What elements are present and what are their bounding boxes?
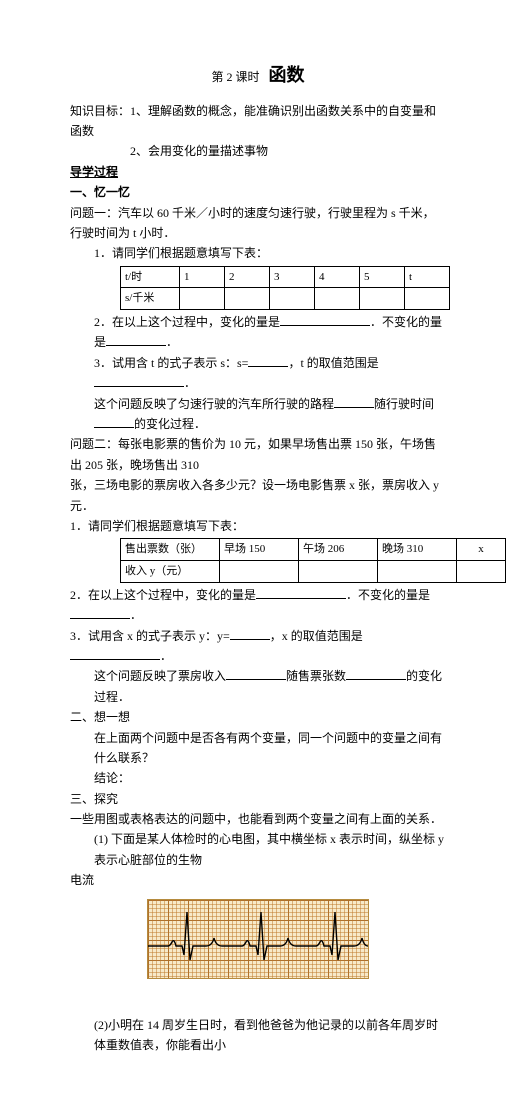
- table-row: 收入 y（元）: [121, 561, 506, 583]
- q1-p3b: ，t 的取值范围是: [288, 356, 378, 370]
- q1-p2c: ．: [166, 335, 178, 349]
- blank: [70, 647, 160, 660]
- q2-p4b: 随售票张数: [286, 669, 346, 683]
- goals-label: 知识目标：: [70, 104, 130, 118]
- page-title: 函数: [269, 65, 305, 85]
- recall-heading: 一、忆一忆: [70, 182, 446, 202]
- explore-line1: 一些用图或表格表达的问题中，也能看到两个变量之间有上面的关系．: [70, 809, 446, 829]
- cell: t/时: [121, 266, 180, 288]
- cell: [299, 561, 378, 583]
- cell: 4: [315, 266, 360, 288]
- explore-item2: (2)小明在 14 周岁生日时，看到他爸爸为他记录的以前各年周岁时体重数值表，你…: [70, 1015, 446, 1056]
- cell: [457, 561, 506, 583]
- cell: 午场 206: [299, 539, 378, 561]
- cell: s/千米: [121, 288, 180, 310]
- blank: [280, 313, 370, 326]
- think-heading: 二、想一想: [70, 707, 446, 727]
- table-row: t/时 1 2 3 4 5 t: [121, 266, 450, 288]
- cell: 晚场 310: [378, 539, 457, 561]
- cell: [360, 288, 405, 310]
- cell: [220, 561, 299, 583]
- cell: [225, 288, 270, 310]
- explore-item1b: 电流: [70, 870, 446, 890]
- q2-stem1: 问题二：每张电影票的售价为 10 元，如果早场售出票 150 张，午场售出 20…: [70, 434, 446, 475]
- q2-p3a: 3．试用含 x 的式子表示 y：y=: [70, 629, 230, 643]
- cell: 售出票数（张）: [121, 539, 220, 561]
- q2-stem2: 张，三场电影的票房收入各多少元？设一场电影售票 x 张，票房收入 y 元．: [70, 475, 446, 516]
- q2-p4a: 这个问题反映了票房收入: [94, 669, 226, 683]
- cell: [180, 288, 225, 310]
- blank: [346, 667, 406, 680]
- cell: t: [405, 266, 450, 288]
- cell: [378, 561, 457, 583]
- q1-p4c: 的变化过程．: [134, 417, 206, 431]
- cell: x: [457, 539, 506, 561]
- q2-table: 售出票数（张） 早场 150 午场 206 晚场 310 x 收入 y（元）: [120, 538, 506, 582]
- q2-p3c: ．: [160, 649, 172, 663]
- q1-p2a: 2．在以上这个过程中，变化的量是: [94, 315, 280, 329]
- q1-p3c: ．: [184, 376, 196, 390]
- cell: 早场 150: [220, 539, 299, 561]
- blank: [256, 586, 346, 599]
- q2-p3b: ，x 的取值范围是: [270, 629, 363, 643]
- q1-p4b: 随行驶时间: [374, 397, 434, 411]
- table-row: 售出票数（张） 早场 150 午场 206 晚场 310 x: [121, 539, 506, 561]
- think-line1: 在上面两个问题中是否各有两个变量，同一个问题中的变量之间有什么联系？: [70, 728, 446, 769]
- lesson-number: 第 2 课时: [211, 70, 259, 84]
- q1-p3a: 3．试用含 t 的式子表示 s：s=: [94, 356, 248, 370]
- blank: [226, 667, 286, 680]
- blank: [334, 395, 374, 408]
- goal-2: 2、会用变化的量描述事物: [70, 141, 446, 161]
- cell: [405, 288, 450, 310]
- cell: 2: [225, 266, 270, 288]
- cell: [315, 288, 360, 310]
- cell: [270, 288, 315, 310]
- explore-heading: 三、探究: [70, 789, 446, 809]
- blank: [106, 333, 166, 346]
- q2-p2a: 2．在以上这个过程中，变化的量是: [70, 588, 256, 602]
- process-heading: 导学过程: [70, 162, 446, 182]
- q2-p2c: ．: [130, 608, 142, 622]
- cell: 3: [270, 266, 315, 288]
- explore-item1a: (1) 下面是某人体检时的心电图，其中横坐标 x 表示时间，纵坐标 y 表示心脏…: [70, 829, 446, 870]
- q2-p2b: ．不变化的量是: [346, 588, 430, 602]
- blank: [248, 354, 288, 367]
- blank: [230, 627, 270, 640]
- q2-p1: 1．请同学们根据题意填写下表：: [70, 516, 446, 536]
- blank: [94, 374, 184, 387]
- table-row: s/千米: [121, 288, 450, 310]
- think-line2: 结论：: [70, 768, 446, 788]
- blank: [70, 606, 130, 619]
- blank: [94, 415, 134, 428]
- ecg-line-icon: [148, 900, 368, 978]
- ecg-chart: [147, 899, 369, 979]
- cell: 1: [180, 266, 225, 288]
- q1-p4a: 这个问题反映了匀速行驶的汽车所行驶的路程: [94, 397, 334, 411]
- q1-table: t/时 1 2 3 4 5 t s/千米: [120, 266, 450, 310]
- q1-p1: 1．请同学们根据题意填写下表：: [70, 243, 446, 263]
- q1-stem: 问题一：汽车以 60 千米／小时的速度匀速行驶，行驶里程为 s 千米，行驶时间为…: [70, 203, 446, 244]
- cell: 收入 y（元）: [121, 561, 220, 583]
- cell: 5: [360, 266, 405, 288]
